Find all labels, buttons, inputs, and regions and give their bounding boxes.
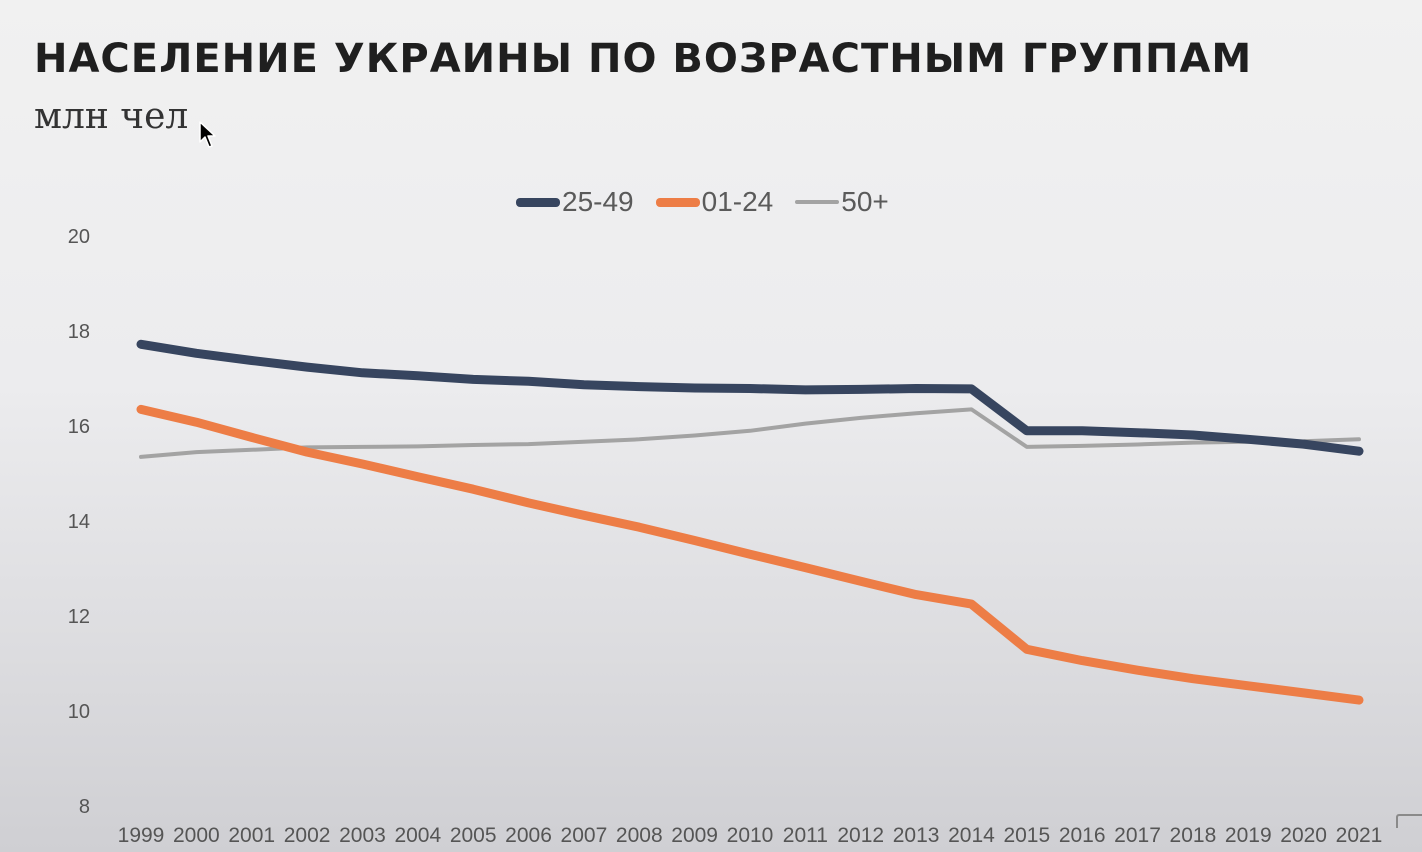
- chart-subtitle: млн чел: [34, 96, 189, 137]
- x-tick-label-2004: 2004: [394, 824, 441, 847]
- legend-swatch-25-49: [516, 197, 560, 207]
- x-tick-label-2000: 2000: [173, 824, 220, 847]
- legend-swatch-01-24: [655, 197, 700, 207]
- x-tick-label-2009: 2009: [671, 824, 718, 847]
- legend-item-01-24: 01-24: [655, 186, 774, 218]
- x-tick-label-2002: 2002: [284, 824, 331, 847]
- x-tick-label-2018: 2018: [1170, 824, 1217, 847]
- legend-swatch-50plus: [795, 200, 840, 204]
- x-tick-label-2014: 2014: [948, 824, 995, 847]
- x-tick-label-2008: 2008: [616, 824, 663, 847]
- y-tick-label-10: 10: [68, 701, 90, 723]
- legend-label-50plus: 50+: [841, 186, 889, 217]
- x-tick-label-2010: 2010: [727, 824, 774, 847]
- mouse-pointer-icon: [199, 121, 216, 148]
- x-tick-label-2012: 2012: [837, 824, 884, 847]
- x-tick-label-2006: 2006: [505, 824, 552, 847]
- x-tick-label-2017: 2017: [1114, 824, 1161, 847]
- chart-legend: 25-49 01-24 50+: [516, 186, 911, 218]
- legend-item-25-49: 25-49: [516, 186, 634, 218]
- x-tick-label-2005: 2005: [450, 824, 497, 847]
- x-axis: 1999 2000 2001 2002 2003 2004 2005 2006 2007 2008…: [118, 824, 1383, 847]
- legend-label-25-49: 25-49: [562, 186, 634, 217]
- x-tick-label-2007: 2007: [561, 824, 608, 847]
- x-tick-label-2001: 2001: [228, 824, 275, 847]
- x-tick-label-2013: 2013: [893, 824, 940, 847]
- series-layer: [136, 339, 1364, 705]
- x-tick-label-2019: 2019: [1225, 824, 1272, 847]
- y-tick-label-14: 14: [68, 511, 90, 533]
- y-axis: 8 10 12 14 16 18 20: [68, 226, 90, 818]
- y-tick-label-18: 18: [68, 321, 90, 343]
- chart-title: НАСЕЛЕНИЕ УКРАИНЫ ПО ВОЗРАСТНЫМ ГРУППАМ: [34, 36, 1253, 82]
- series-line-01-24: [136, 404, 1364, 705]
- x-tick-label-2011: 2011: [783, 824, 828, 847]
- y-tick-label-16: 16: [68, 416, 90, 438]
- legend-item-50plus: 50+: [795, 186, 889, 218]
- x-tick-label-1999: 1999: [118, 824, 165, 847]
- legend-label-01-24: 01-24: [701, 186, 774, 217]
- x-tick-label-2020: 2020: [1280, 824, 1327, 847]
- series-line-25-49: [136, 339, 1364, 456]
- y-tick-label-20: 20: [68, 226, 90, 248]
- corner-decoration: [1396, 814, 1422, 828]
- y-tick-label-12: 12: [68, 606, 90, 628]
- series-line-50plus: [139, 407, 1361, 459]
- x-tick-label-2016: 2016: [1059, 824, 1106, 847]
- x-tick-label-2015: 2015: [1003, 824, 1050, 847]
- y-tick-label-8: 8: [79, 796, 90, 818]
- x-tick-label-2021: 2021: [1336, 824, 1383, 847]
- x-tick-label-2003: 2003: [339, 824, 386, 847]
